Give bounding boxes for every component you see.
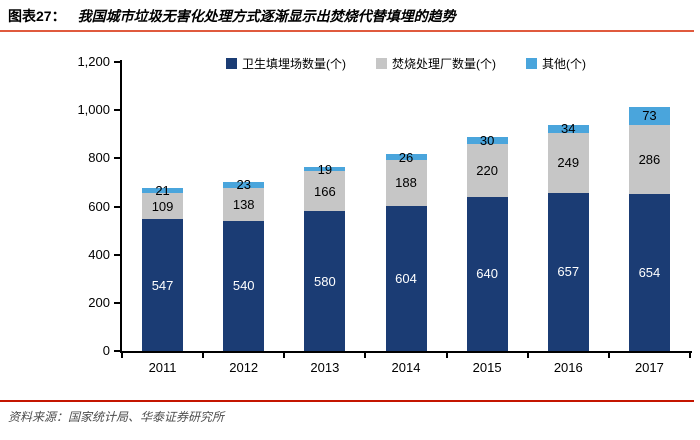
bar-value-label: 657 [557, 264, 580, 280]
x-axis-tick [445, 353, 448, 358]
bar-segment-series2: 220 [466, 143, 508, 197]
legend-label: 卫生填埋场数量(个) [242, 57, 346, 71]
bar-segment-series3: 30 [466, 132, 508, 148]
stacked-bar-2014: 604 188 26 [385, 62, 427, 351]
bar-value-label: 73 [642, 108, 657, 124]
legend-item-series3: 其他(个) [526, 55, 586, 72]
bar-segment-series3: 34 [547, 121, 589, 137]
x-axis-label-2016: 2016 [553, 360, 583, 375]
y-axis-tick-label: 1,200 [77, 54, 110, 69]
x-axis-tick [607, 353, 610, 358]
bar-value-label: 166 [313, 183, 336, 199]
x-axis-label-2012: 2012 [229, 360, 259, 375]
chart-legend: 卫生填埋场数量(个) 焚烧处理厂数量(个) 其他(个) [122, 55, 690, 72]
stacked-bar-2013: 580 166 19 [304, 62, 346, 351]
stacked-bar-2011: 547 109 21 [142, 62, 184, 351]
y-axis-tick [114, 157, 120, 160]
legend-swatch-icon [526, 58, 537, 69]
x-axis-tick [526, 353, 529, 358]
data-source-note: 资料来源：国家统计局、华泰证券研究所 [8, 410, 225, 424]
bar-segment-series1: 580 [304, 211, 346, 351]
x-axis-label-2015: 2015 [472, 360, 502, 375]
bar-value-label: 26 [398, 149, 414, 165]
y-axis-tick [114, 253, 120, 256]
bar-value-label: 23 [236, 177, 251, 193]
bar-value-label: 580 [313, 273, 336, 289]
y-axis-tick [114, 301, 120, 304]
bar-segment-series1: 654 [628, 193, 670, 351]
y-axis-tick-label: 1,000 [77, 102, 110, 118]
legend-item-series1: 卫生填埋场数量(个) [226, 55, 346, 72]
bar-value-label: 138 [232, 196, 255, 212]
legend-swatch-icon [226, 58, 237, 69]
x-axis-tick [283, 353, 286, 358]
bar-value-label: 34 [561, 121, 576, 137]
legend-swatch-icon [376, 58, 387, 69]
bar-segment-series3: 23 [223, 178, 265, 191]
x-axis-label-2011: 2011 [148, 360, 177, 375]
x-axis-label-2014: 2014 [391, 360, 421, 375]
bar-value-label: 547 [151, 277, 174, 293]
bar-segment-series1: 657 [547, 192, 589, 351]
bar-segment-series1: 604 [385, 205, 427, 351]
y-axis-tick-label: 400 [88, 246, 110, 262]
legend-label: 其他(个) [542, 57, 586, 71]
y-axis-tick [114, 350, 120, 352]
bar-segment-series3: 19 [304, 163, 346, 176]
x-axis-tick [689, 353, 691, 358]
bar-value-label: 19 [317, 161, 333, 177]
y-axis-line [120, 60, 122, 353]
bar-segment-series1: 540 [223, 220, 265, 351]
bar-segment-series3: 26 [385, 151, 427, 164]
y-axis-tick-label: 800 [88, 150, 110, 166]
bar-value-label: 109 [151, 198, 174, 214]
bar-value-label: 654 [638, 264, 661, 280]
bar-value-label: 188 [395, 175, 417, 191]
title-divider-line [0, 30, 694, 32]
figure-title-text: 我国城市垃圾无害化处理方式逐渐显示出焚烧代替填埋的趋势 [77, 8, 456, 24]
bar-value-label: 21 [155, 183, 170, 198]
figure-number-label: 图表27： [8, 8, 66, 24]
bar-value-label: 286 [638, 151, 661, 167]
stacked-bar-2017: 654 286 73 [628, 62, 670, 351]
bar-value-label: 220 [476, 162, 498, 178]
legend-label: 焚烧处理厂数量(个) [392, 57, 496, 71]
footer-divider-line [0, 400, 694, 402]
y-axis-tick [114, 109, 120, 112]
bar-segment-series1: 547 [142, 219, 184, 351]
y-axis-tick-label: 0 [102, 343, 110, 358]
y-axis-tick-label: 200 [88, 294, 110, 310]
bar-segment-series3: 21 [142, 184, 184, 197]
bar-value-label: 30 [479, 132, 495, 148]
legend-item-series2: 焚烧处理厂数量(个) [376, 55, 496, 72]
plot-area: 卫生填埋场数量(个) 焚烧处理厂数量(个) 其他(个) 0 200 400 600 800 1… [77, 54, 692, 375]
stacked-bar-2016: 657 249 34 [547, 62, 589, 351]
y-axis-tick-label: 600 [88, 198, 110, 214]
stacked-bar-2015: 640 220 30 [466, 62, 508, 351]
x-axis-label-2013: 2013 [310, 360, 340, 375]
y-axis-tick [114, 205, 120, 208]
stacked-bar-2012: 540 138 23 [223, 62, 265, 351]
y-axis-tick [114, 61, 120, 63]
figure-title: 图表27： 我国城市垃圾无害化处理方式逐渐显示出焚烧代替填埋的趋势 [8, 6, 456, 26]
bar-segment-series1: 640 [466, 196, 508, 351]
bar-value-label: 249 [557, 155, 580, 171]
bar-segment-series2: 138 [223, 187, 265, 221]
x-axis-label-2017: 2017 [634, 360, 664, 375]
x-axis-tick [364, 353, 367, 358]
bar-segment-series2: 109 [142, 193, 184, 220]
x-axis-line [120, 351, 692, 353]
bar-value-label: 604 [395, 270, 417, 286]
bar-segment-series2: 249 [547, 132, 589, 193]
bar-segment-series2: 166 [304, 171, 346, 212]
bar-segment-series2: 286 [628, 124, 670, 194]
bar-segment-series3: 73 [628, 107, 670, 125]
bar-segment-series2: 188 [385, 160, 427, 206]
bar-value-label: 540 [232, 278, 255, 294]
x-axis-tick [121, 353, 123, 358]
bar-value-label: 640 [476, 266, 498, 282]
x-axis-tick [202, 353, 205, 358]
